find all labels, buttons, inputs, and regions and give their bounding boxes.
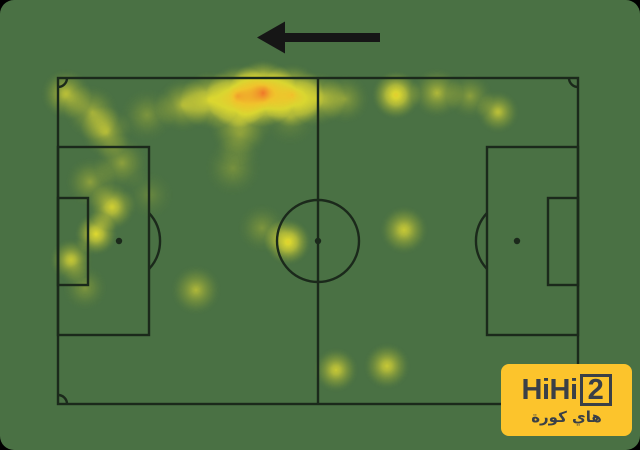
attack-direction-arrow-left-icon xyxy=(257,21,380,54)
goal-area-left xyxy=(56,196,90,287)
center-circle xyxy=(275,198,361,284)
penalty-area-left xyxy=(56,145,151,337)
brand-wordmark: HiHi 2 xyxy=(522,374,612,406)
penalty-arc-right xyxy=(474,212,488,270)
penalty-spot-right xyxy=(513,237,521,245)
brand-tagline: هاي كورة xyxy=(531,408,602,426)
center-spot xyxy=(314,237,322,245)
goal-area-right xyxy=(546,196,580,287)
brand-number-box: 2 xyxy=(579,374,612,406)
penalty-area-right xyxy=(485,145,580,337)
corner-arc-top-right xyxy=(567,77,579,89)
penalty-arc-left xyxy=(148,212,162,270)
corner-arc-bottom-left xyxy=(57,393,69,405)
corner-arc-top-left xyxy=(57,77,69,89)
brand-logo: HiHi 2 هاي كورة xyxy=(501,364,632,436)
brand-text: HiHi xyxy=(521,373,579,406)
penalty-spot-left xyxy=(115,237,123,245)
